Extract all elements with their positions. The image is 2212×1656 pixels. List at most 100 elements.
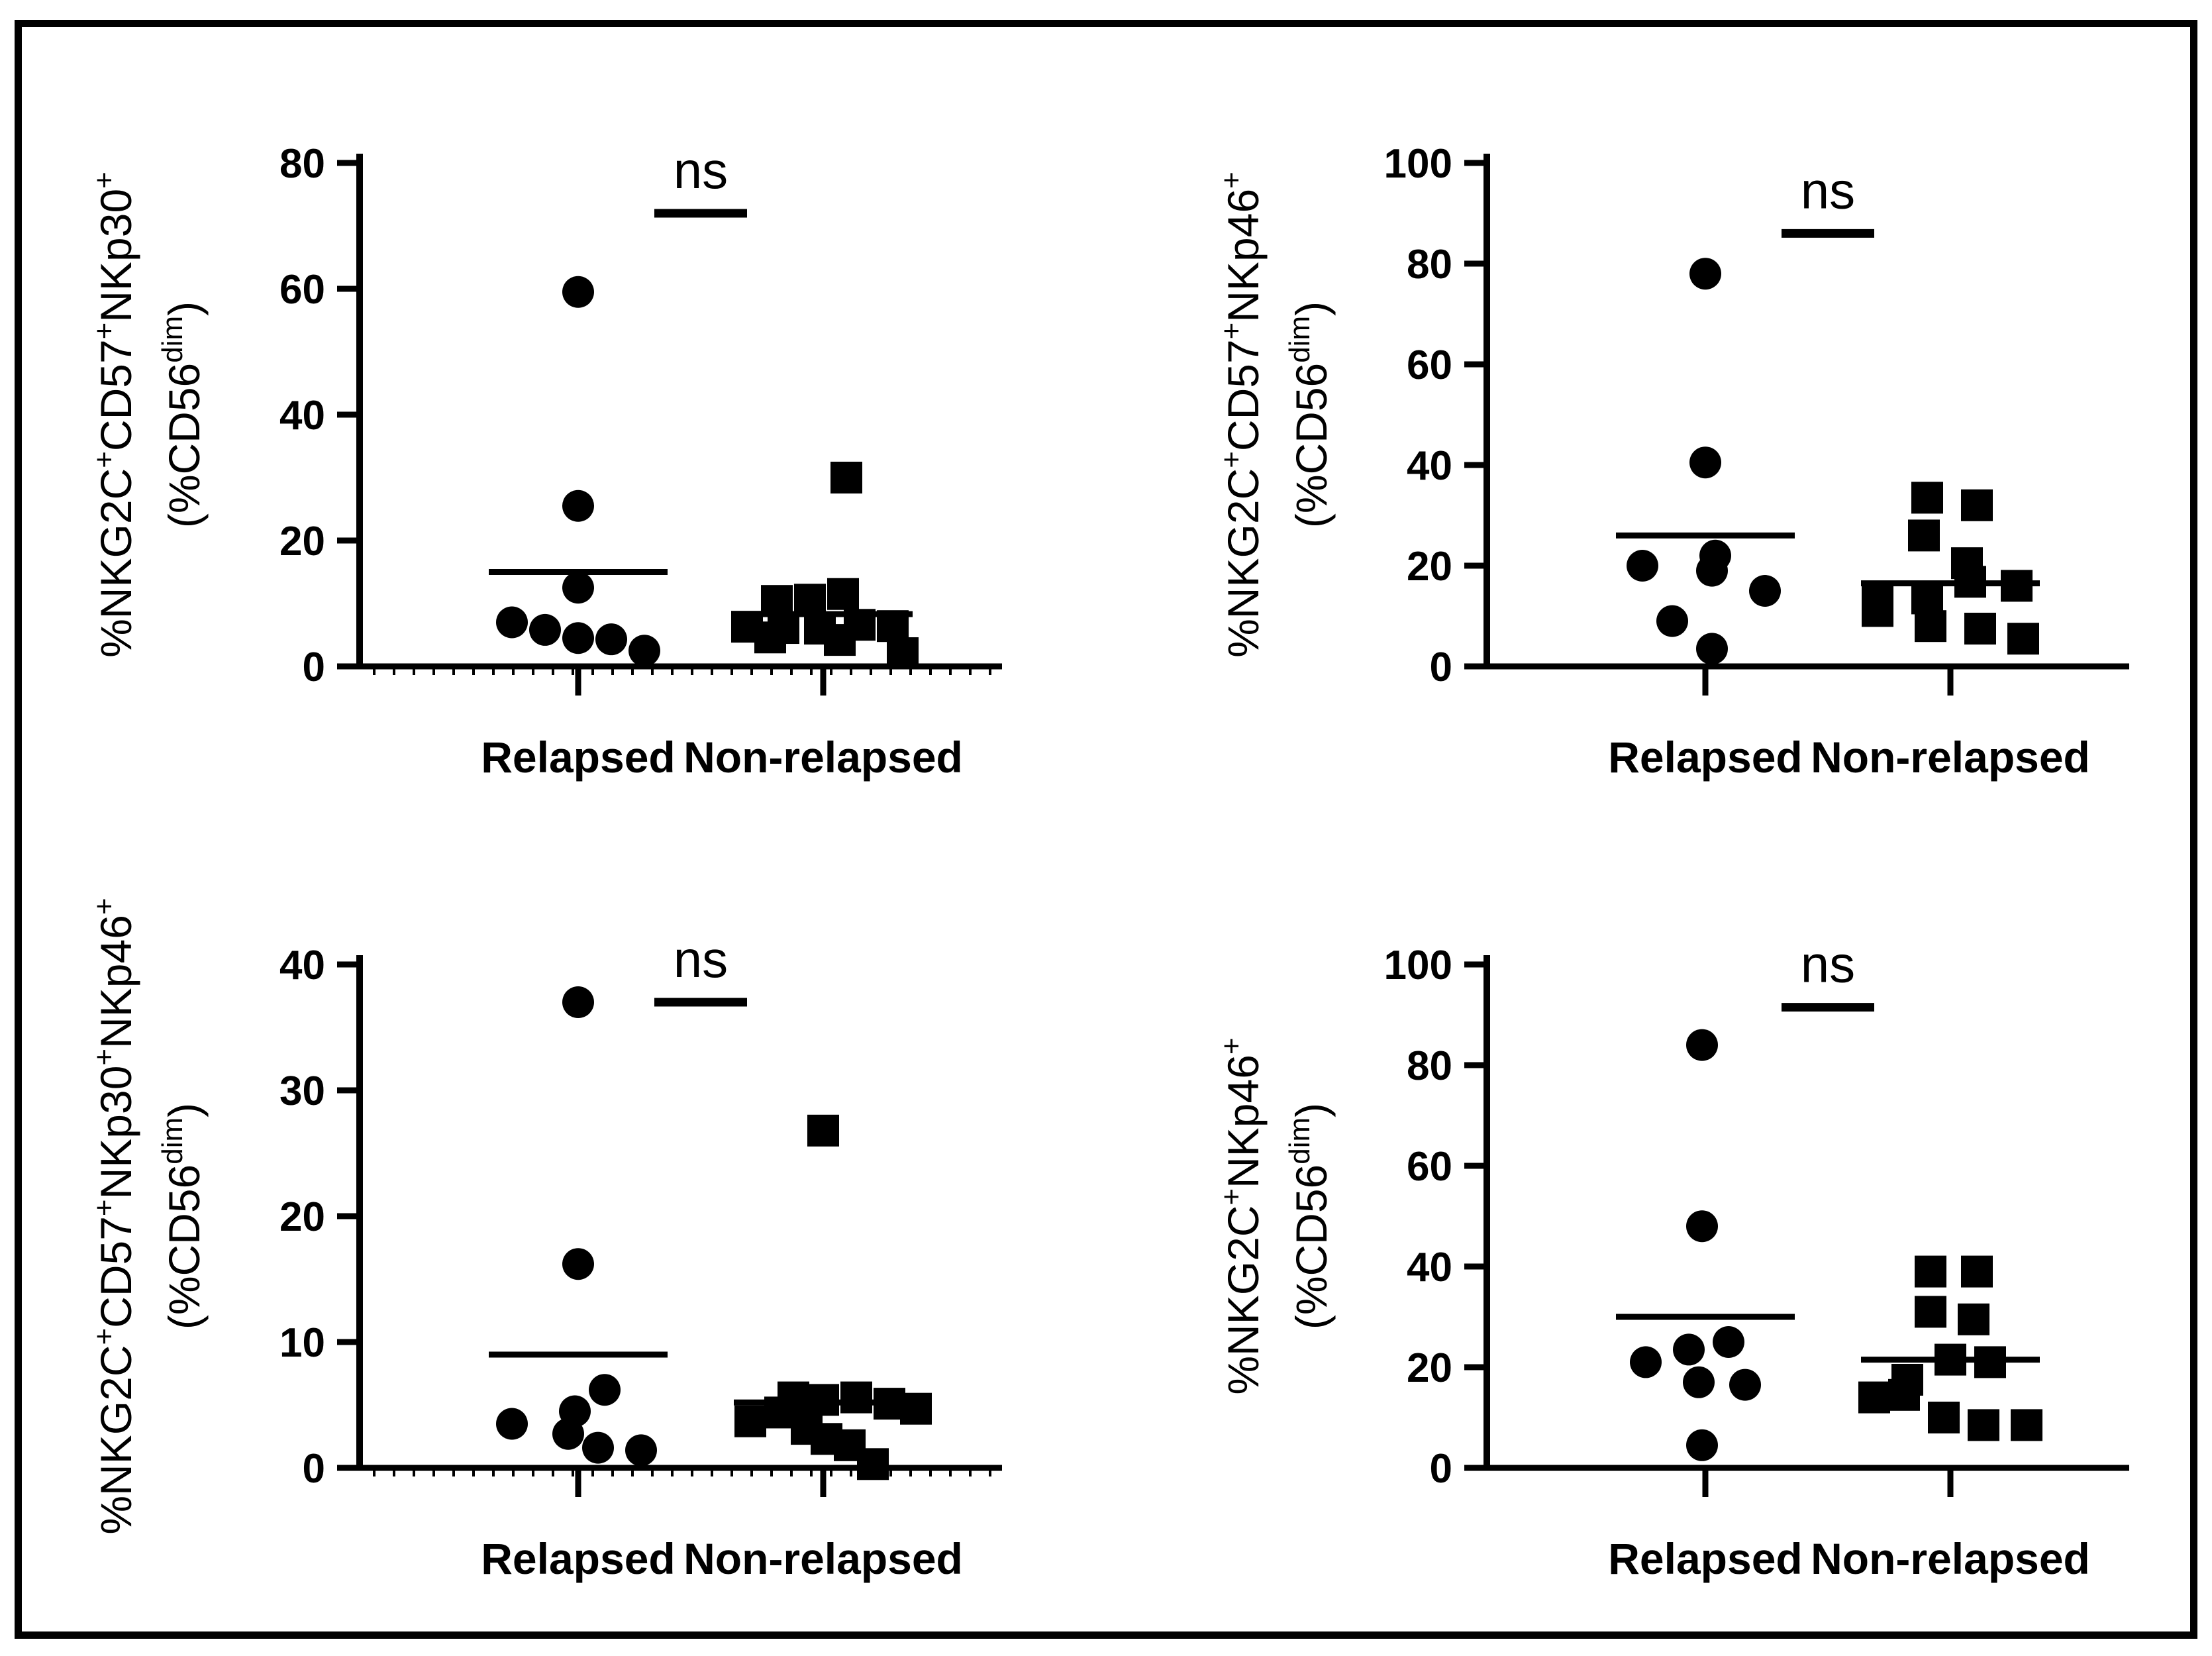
series-non-relapsed xyxy=(1862,482,2039,655)
y-tick-label: 20 xyxy=(279,1194,325,1240)
data-point-square xyxy=(1915,1296,1946,1328)
significance-label: ns xyxy=(674,930,728,988)
data-point-circle xyxy=(562,622,594,654)
group-label-non-relapsed: Non-relapsed xyxy=(683,733,963,782)
group-label-non-relapsed: Non-relapsed xyxy=(1811,733,2090,782)
data-point-square xyxy=(1915,610,1946,643)
data-point-circle xyxy=(562,1248,594,1280)
data-point-circle xyxy=(1686,1029,1718,1061)
panel-top-right: 0 20 40 60 80 100 Relapsed Non-relapsed ns %NKG2C… xyxy=(1189,64,2149,845)
data-point-circle xyxy=(1686,1429,1718,1461)
y-tick-label: 0 xyxy=(303,645,325,690)
y-axis-title-line1: %NKG2C+CD57+NKp30+ xyxy=(88,172,140,658)
data-point-circle xyxy=(1683,1366,1715,1398)
group-label-non-relapsed: Non-relapsed xyxy=(683,1534,963,1583)
data-point-square xyxy=(1908,519,1940,552)
data-point-circle xyxy=(625,1434,657,1467)
y-tick-label: 20 xyxy=(1407,1345,1452,1391)
significance-label: ns xyxy=(674,141,728,199)
data-point-circle xyxy=(1630,1346,1662,1378)
group-label-non-relapsed: Non-relapsed xyxy=(1811,1534,2090,1583)
series-relapsed xyxy=(496,986,657,1467)
scatter-plot-top-left: 0 20 40 60 80 Relapsed Non-relapsed ns %NKG2C+CD… xyxy=(88,141,1002,782)
y-tick-label: 80 xyxy=(279,141,325,187)
data-point-circle xyxy=(1696,633,1728,665)
x-minor-ticks xyxy=(373,1468,991,1476)
y-tick-label: 80 xyxy=(1407,242,1452,287)
data-point-square xyxy=(827,578,859,610)
data-point-circle xyxy=(562,490,594,522)
panel-bottom-left: 0 10 20 30 40 Relapsed Non-relapsed ns %NKG2C+CD… xyxy=(62,865,1022,1647)
data-point-square xyxy=(1958,1303,1989,1335)
y-tick-label: 0 xyxy=(1430,1446,1452,1492)
y-tick-label: 40 xyxy=(1407,443,1452,489)
data-point-circle xyxy=(496,1408,528,1440)
data-point-circle xyxy=(562,276,594,308)
data-point-square xyxy=(1961,489,1993,521)
group-label-relapsed: Relapsed xyxy=(1608,1534,1802,1583)
data-point-square xyxy=(1888,1378,1920,1411)
data-point-circle xyxy=(1689,446,1721,479)
data-point-circle xyxy=(589,1374,621,1406)
data-point-square xyxy=(840,1381,872,1414)
data-point-square xyxy=(1928,1402,1960,1433)
y-axis-title-line1: %NKG2C+NKp46+ xyxy=(1215,1037,1268,1394)
scatter-plot-bottom-right: 0 20 40 60 80 100 Relapsed Non-relapsed ns %NKG2C… xyxy=(1215,935,2129,1583)
data-point-circle xyxy=(496,606,528,639)
data-point-square xyxy=(857,1448,889,1480)
y-axis-title-line1: %NKG2C+CD57+NKp30+NKp46+ xyxy=(88,898,140,1534)
y-tick-label: 20 xyxy=(1407,544,1452,590)
data-point-circle xyxy=(562,986,594,1018)
data-point-circle xyxy=(1627,550,1658,582)
y-tick-label: 60 xyxy=(1407,342,1452,388)
data-point-square xyxy=(1968,1409,1999,1441)
figure-frame: 0 20 40 60 80 Relapsed Non-relapsed ns %NKG2C+CD… xyxy=(15,20,2197,1639)
data-point-circle xyxy=(1713,1326,1744,1358)
data-point-square xyxy=(2007,623,2039,655)
series-relapsed xyxy=(496,276,660,667)
y-axis-title-line2: (%CD56dim) xyxy=(1283,301,1336,528)
x-minor-ticks xyxy=(373,666,991,675)
data-point-square xyxy=(1858,1381,1890,1414)
y-tick-label: 100 xyxy=(1384,943,1452,988)
y-tick-label: 40 xyxy=(279,393,325,439)
series-relapsed xyxy=(1627,258,1781,665)
data-point-square xyxy=(807,1114,839,1147)
y-tick-label: 30 xyxy=(279,1068,325,1114)
data-point-circle xyxy=(562,572,594,604)
series-relapsed xyxy=(1630,1029,1761,1461)
significance-label: ns xyxy=(1801,935,1855,994)
data-point-circle xyxy=(582,1431,614,1464)
group-label-relapsed: Relapsed xyxy=(1608,733,1802,782)
data-point-circle xyxy=(595,623,627,656)
significance-label: ns xyxy=(1801,161,1855,219)
data-point-square xyxy=(794,584,826,616)
data-point-square xyxy=(1964,613,1996,645)
data-point-square xyxy=(1911,482,1943,514)
data-point-circle xyxy=(552,1418,584,1450)
y-tick-label: 0 xyxy=(1430,645,1452,690)
data-point-circle xyxy=(529,613,561,646)
data-point-square xyxy=(830,462,862,493)
data-point-square xyxy=(734,1405,766,1437)
scatter-plot-top-right: 0 20 40 60 80 100 Relapsed Non-relapsed ns %NKG2C… xyxy=(1215,141,2129,782)
data-point-square xyxy=(1961,1255,1993,1288)
y-axis-title-line2: (%CD56dim) xyxy=(1283,1103,1336,1329)
series-non-relapsed xyxy=(734,1114,932,1480)
y-tick-label: 100 xyxy=(1384,141,1452,187)
data-point-square xyxy=(1862,595,1893,627)
data-point-square xyxy=(1915,1255,1946,1288)
data-point-square xyxy=(900,1392,932,1425)
data-point-circle xyxy=(1696,554,1728,587)
series-non-relapsed xyxy=(731,462,919,670)
y-tick-label: 0 xyxy=(303,1446,325,1492)
series-non-relapsed xyxy=(1858,1255,2042,1441)
y-tick-label: 40 xyxy=(1407,1245,1452,1290)
y-axis-title-line2: (%CD56dim) xyxy=(156,1103,209,1329)
y-tick-label: 60 xyxy=(279,267,325,313)
y-tick-label: 40 xyxy=(279,943,325,988)
data-point-square xyxy=(824,624,856,656)
y-tick-label: 20 xyxy=(279,519,325,564)
data-point-circle xyxy=(1673,1333,1705,1366)
data-point-square xyxy=(887,637,919,670)
